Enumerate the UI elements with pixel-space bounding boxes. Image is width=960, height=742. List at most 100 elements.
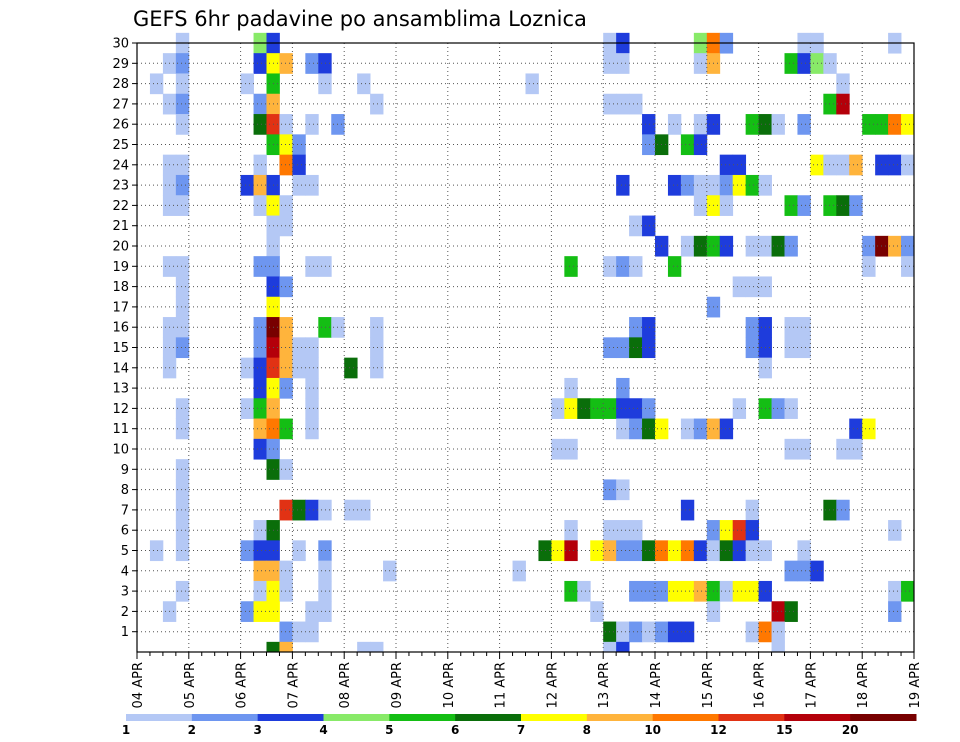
- heatmap-cell: [732, 398, 747, 419]
- heatmap-cell: [318, 560, 332, 582]
- heatmap-cell: [719, 174, 734, 196]
- heatmap-cell: [823, 499, 837, 521]
- heatmap-cell: [279, 459, 293, 480]
- heatmap-cell: [318, 73, 332, 95]
- heatmap-cell: [279, 276, 293, 298]
- x-tick-label: 11 APR: [494, 662, 509, 708]
- heatmap-cell: [901, 256, 915, 277]
- heatmap-cell: [680, 235, 695, 257]
- colorbar-label: 5: [385, 723, 393, 737]
- heatmap-cell: [305, 398, 319, 419]
- heatmap-cell: [253, 520, 267, 541]
- heatmap-cell: [629, 337, 643, 359]
- heatmap-cell: [693, 580, 708, 602]
- heatmap-cell: [888, 114, 902, 135]
- heatmap-cell: [318, 601, 332, 622]
- heatmap-cell: [629, 418, 643, 440]
- heatmap-cell: [564, 540, 578, 562]
- heatmap-cell: [732, 540, 747, 562]
- heatmap-cell: [680, 580, 695, 602]
- heatmap-cell: [344, 499, 358, 521]
- heatmap-cell: [305, 357, 319, 379]
- heatmap-cell: [901, 235, 915, 257]
- colorbar-swatch: [257, 714, 324, 721]
- heatmap-cell: [305, 337, 319, 359]
- heatmap-cell: [629, 317, 643, 338]
- heatmap-cell: [590, 398, 604, 419]
- heatmap-cell: [175, 459, 190, 480]
- heatmap-cell: [564, 256, 578, 277]
- heatmap-cell: [175, 93, 190, 115]
- heatmap-cell: [318, 317, 332, 338]
- heatmap-cell: [370, 317, 384, 338]
- heatmap-cell: [279, 134, 293, 156]
- heatmap-cell: [642, 134, 656, 156]
- heatmap-cell: [784, 337, 798, 359]
- heatmap-cell: [253, 560, 267, 582]
- heatmap-cell: [253, 418, 267, 440]
- heatmap-cell: [305, 256, 319, 277]
- heatmap-cell: [693, 53, 708, 74]
- heatmap-cell: [836, 93, 850, 115]
- colorbar-swatch: [850, 714, 917, 721]
- heatmap-cell: [318, 580, 332, 602]
- heatmap-cell: [693, 174, 708, 196]
- x-tick-label: 06 APR: [235, 662, 250, 708]
- heatmap-cell: [175, 540, 190, 562]
- y-tick-label: 22: [112, 199, 129, 214]
- heatmap-cell: [279, 621, 293, 643]
- y-tick-label: 2: [121, 605, 129, 620]
- y-tick-label: 28: [112, 77, 129, 92]
- heatmap-cell: [642, 621, 656, 643]
- heatmap-cell: [175, 174, 190, 196]
- colorbar-label: 15: [776, 723, 793, 737]
- heatmap-cell: [590, 540, 604, 562]
- heatmap-cell: [279, 215, 293, 237]
- heatmap-cell: [719, 195, 734, 216]
- heatmap-cell: [745, 499, 759, 521]
- heatmap-cell: [901, 114, 915, 135]
- heatmap-cell: [693, 195, 708, 216]
- heatmap-cell: [771, 641, 785, 652]
- heatmap-cell: [305, 418, 319, 440]
- heatmap-cell: [616, 174, 630, 196]
- heatmap-cell: [745, 276, 759, 298]
- heatmap-cell: [732, 154, 747, 176]
- heatmap-cell: [784, 398, 798, 419]
- grid-lines: [137, 42, 914, 652]
- heatmap-cell: [175, 296, 190, 318]
- heatmap-cell: [823, 195, 837, 216]
- colorbar-swatch: [586, 714, 654, 721]
- heatmap-cell: [292, 621, 306, 643]
- heatmap-cell: [784, 601, 798, 622]
- heatmap-cell: [797, 53, 811, 74]
- heatmap-cell: [279, 357, 293, 379]
- heatmap-cell: [616, 540, 630, 562]
- y-tick-label: 4: [121, 564, 129, 579]
- heatmap-cell: [240, 540, 254, 562]
- heatmap-cell: [629, 256, 643, 277]
- heatmap-cell: [175, 195, 190, 216]
- x-tick-label: 14 APR: [649, 662, 664, 708]
- heatmap-cell: [836, 195, 850, 216]
- heatmap-cell: [175, 398, 190, 419]
- heatmap-cell: [797, 438, 811, 460]
- heatmap-cell: [642, 337, 656, 359]
- heatmap-cell: [305, 621, 319, 643]
- colorbar-swatch: [455, 714, 522, 721]
- heatmap-cell: [149, 73, 164, 95]
- heatmap-cell: [175, 53, 190, 74]
- heatmap-cell: [642, 398, 656, 419]
- y-tick-label: 19: [112, 260, 129, 275]
- heatmap-cell: [784, 195, 798, 216]
- x-tick-label: 19 APR: [908, 662, 923, 708]
- heatmap-cell: [253, 154, 267, 176]
- heatmap-cell: [642, 114, 656, 135]
- heatmap-cell: [719, 154, 734, 176]
- heatmap-cell: [771, 114, 785, 135]
- y-tick-label: 30: [112, 37, 129, 52]
- colorbar-label: 6: [451, 723, 459, 737]
- heatmap-cell: [305, 601, 319, 622]
- y-tick-label: 29: [112, 57, 129, 72]
- heatmap-cell: [253, 580, 267, 602]
